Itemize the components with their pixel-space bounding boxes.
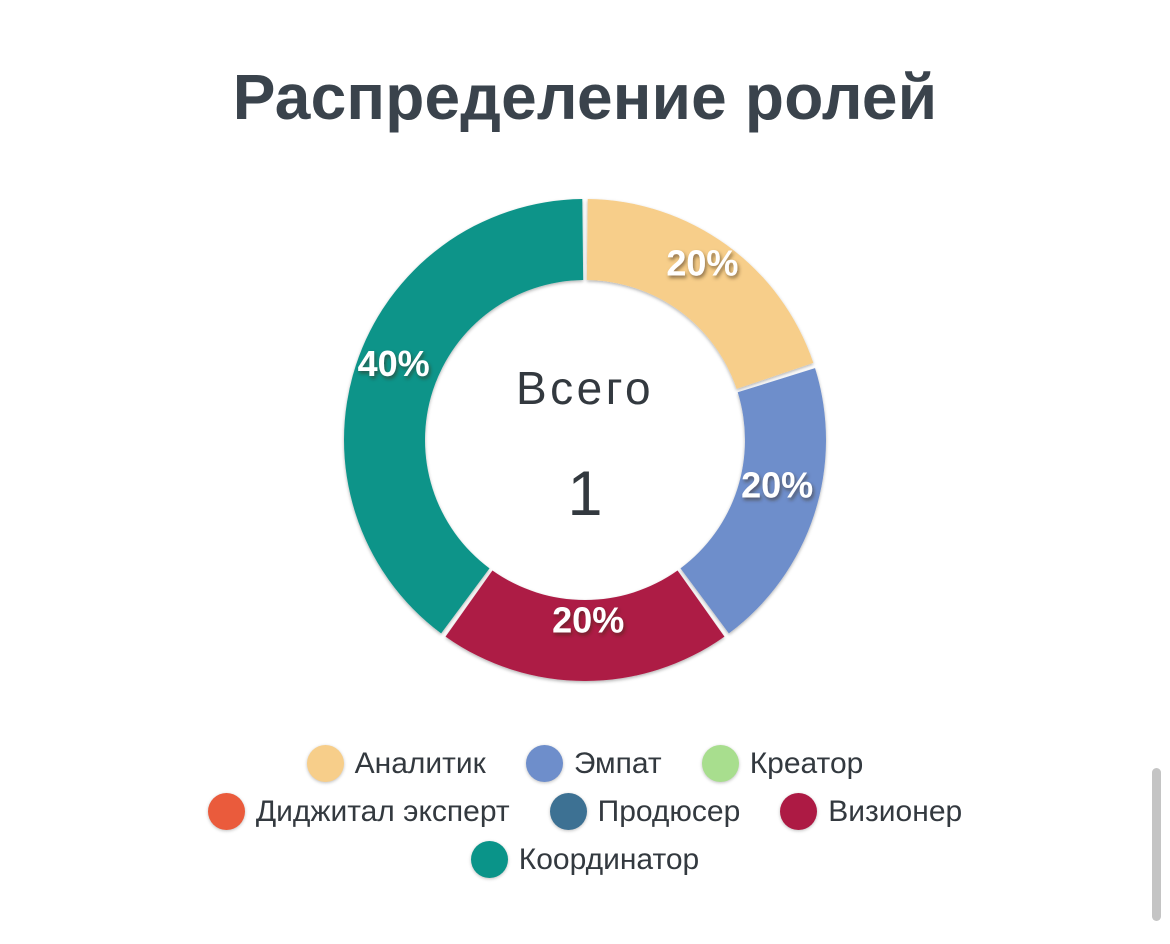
svg-text:20%: 20%	[552, 600, 624, 641]
svg-text:20%: 20%	[666, 242, 738, 283]
